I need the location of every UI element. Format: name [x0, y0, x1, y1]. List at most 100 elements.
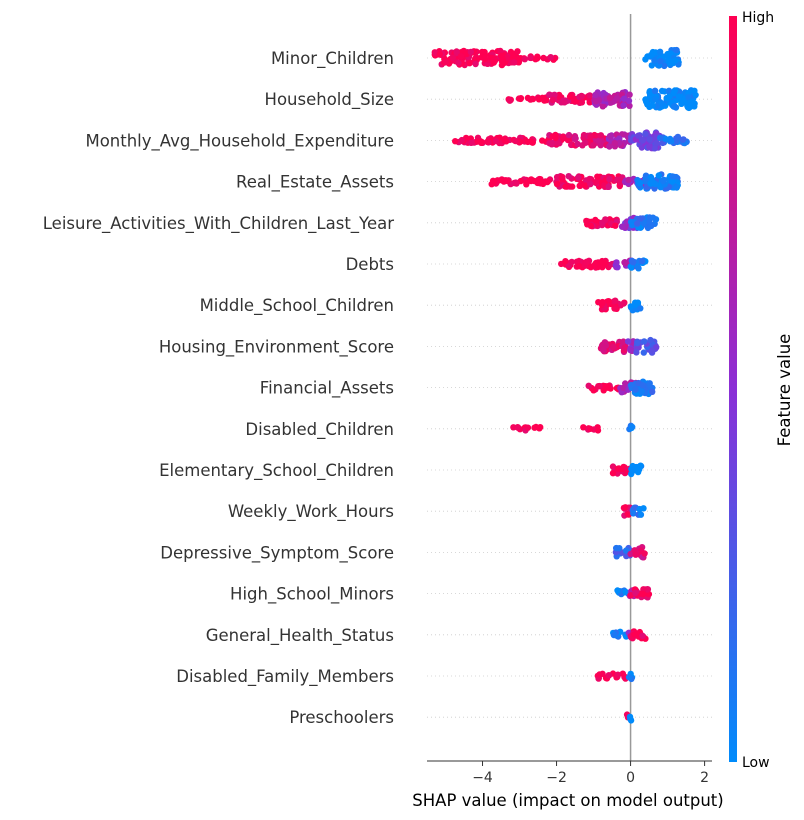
shap-point: [551, 91, 558, 99]
shap-point: [606, 143, 613, 150]
shap-point: [656, 48, 664, 55]
shap-point: [621, 259, 628, 266]
x-ticks: −4 −2 0 2: [472, 761, 709, 786]
shap-point: [455, 59, 462, 67]
feature-label: Elementary_School_Children: [159, 461, 394, 481]
shap-point: [660, 177, 667, 185]
shap-point: [625, 176, 632, 184]
shap-point: [595, 137, 603, 144]
shap-point: [614, 587, 621, 594]
shap-point: [616, 135, 623, 142]
shap-point: [646, 143, 653, 151]
shap-point: [527, 96, 534, 103]
shap-point: [672, 57, 679, 64]
shap-point: [624, 338, 632, 345]
shap-point: [634, 339, 641, 347]
shap-point: [565, 173, 572, 180]
shap-point: [657, 134, 664, 141]
shap-point: [610, 631, 618, 639]
x-tick-label: −2: [546, 770, 567, 786]
shap-point: [673, 46, 680, 54]
shap-point: [639, 632, 646, 639]
shap-point: [553, 180, 561, 188]
shap-point: [436, 50, 443, 58]
shap-point: [627, 303, 635, 310]
shap-point: [637, 462, 644, 469]
shap-point: [629, 467, 636, 474]
shap-point: [546, 91, 553, 99]
shap-point: [559, 173, 566, 181]
shap-point: [658, 87, 666, 95]
shap-point: [599, 300, 606, 307]
shap-point: [566, 93, 574, 100]
shap-point: [627, 715, 634, 722]
shap-point: [685, 104, 693, 112]
shap-point: [673, 184, 680, 191]
shap-point: [619, 223, 626, 230]
shap-point: [503, 138, 510, 145]
shap-point: [517, 95, 524, 103]
shap-point: [472, 60, 479, 68]
shap-point: [674, 133, 682, 141]
shap-point: [452, 138, 459, 145]
shap-point: [597, 132, 605, 139]
shap-point: [645, 218, 653, 225]
shap-point: [601, 259, 608, 266]
feature-label: Real_Estate_Assets: [236, 173, 394, 193]
shap-point: [625, 97, 633, 105]
shap-point: [498, 58, 506, 65]
shap-point: [562, 183, 569, 190]
shap-point: [457, 53, 465, 60]
shap-point: [618, 465, 625, 473]
x-tick-label: 0: [626, 770, 635, 786]
shap-point: [514, 48, 521, 55]
shap-point: [649, 347, 656, 354]
feature-label: Disabled_Family_Members: [176, 667, 394, 687]
feature-label: General_Health_Status: [206, 626, 394, 646]
shap-point: [622, 588, 629, 596]
shap-point: [474, 138, 481, 145]
shap-point: [641, 550, 648, 557]
shap-point: [599, 670, 606, 677]
shap-point: [622, 547, 630, 554]
shap-point: [506, 97, 513, 104]
shap-point: [631, 631, 638, 638]
shap-point: [592, 216, 599, 224]
shap-point: [605, 298, 612, 305]
shap-point: [639, 137, 646, 144]
shap-point: [576, 263, 583, 270]
x-tick-label: 2: [700, 770, 709, 786]
shap-point: [595, 383, 602, 390]
shap-point: [587, 180, 594, 188]
shap-point: [629, 423, 636, 431]
shap-point: [528, 176, 535, 183]
shap-point: [643, 98, 650, 105]
shap-point: [587, 222, 595, 229]
shap-point: [637, 511, 645, 518]
shap-point: [657, 58, 664, 65]
shap-point: [649, 178, 656, 186]
shap-point: [639, 382, 646, 389]
feature-label: Minor_Children: [271, 49, 394, 69]
shap-point: [536, 177, 544, 184]
shap-point: [466, 60, 473, 67]
shap-point: [627, 382, 635, 389]
shap-point: [640, 220, 647, 227]
shap-point: [649, 102, 656, 109]
shap-point: [651, 87, 659, 95]
shap-point: [632, 551, 639, 558]
shap-point: [669, 178, 676, 185]
shap-point: [514, 424, 522, 431]
shap-point: [640, 590, 647, 598]
shap-point: [576, 182, 583, 189]
shap-point: [669, 173, 676, 180]
feature-label: Financial_Assets: [260, 379, 394, 399]
shap-point: [599, 103, 606, 110]
shap-point: [561, 99, 568, 106]
shap-point: [549, 96, 557, 104]
shap-point: [547, 54, 554, 61]
shap-point: [582, 139, 589, 146]
shap-point: [605, 183, 612, 190]
shap-point: [655, 172, 662, 179]
